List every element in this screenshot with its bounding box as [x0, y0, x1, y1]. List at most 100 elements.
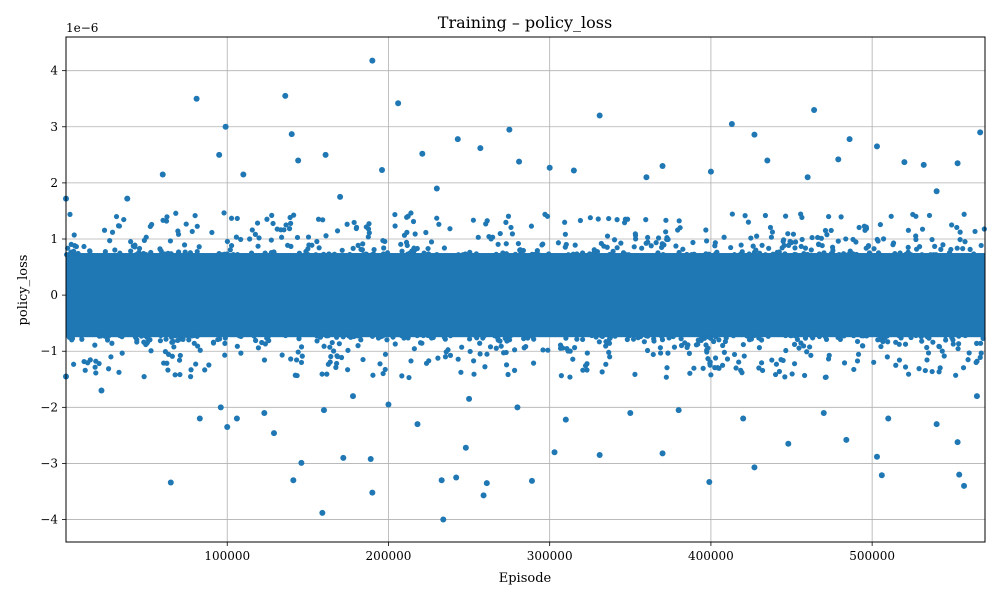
data-point [675, 407, 682, 414]
band-edge-point [753, 247, 759, 253]
band-edge-point [279, 234, 285, 240]
band-edge-point [291, 212, 297, 218]
data-point [270, 430, 277, 437]
band-edge-point [767, 224, 774, 231]
band-edge-point [197, 347, 203, 353]
band-edge-point [222, 352, 228, 358]
band-edge-point [960, 246, 966, 252]
band-edge-point [119, 350, 125, 356]
band-edge-point [723, 335, 729, 341]
band-edge-point [885, 339, 891, 345]
band-edge-point [369, 251, 376, 258]
band-edge-point [503, 241, 509, 247]
band-edge-point [293, 357, 300, 363]
band-edge-point [234, 252, 241, 258]
data-point [901, 159, 908, 166]
band-edge-point [809, 234, 815, 241]
band-edge-point [328, 353, 334, 360]
band-edge-point [783, 347, 789, 354]
band-edge-point [801, 372, 808, 379]
band-edge-point [119, 334, 125, 340]
band-edge-point [238, 236, 244, 243]
band-edge-point [700, 365, 706, 371]
band-edge-point [344, 221, 350, 227]
band-edge-point [398, 332, 405, 339]
band-edge-point [345, 347, 351, 353]
band-edge-point [902, 341, 909, 347]
band-edge-point [294, 372, 300, 379]
band-edge-point [721, 349, 727, 355]
band-edge-point [960, 365, 967, 371]
band-edge-point [972, 228, 978, 235]
x-tick-label: 300000 [527, 549, 573, 563]
band-edge-point [888, 213, 894, 219]
band-edge-point [744, 333, 750, 339]
band-edge-point [957, 236, 963, 243]
band-edge-point [631, 244, 637, 250]
band-edge-point [731, 252, 738, 258]
band-edge-point [877, 221, 883, 228]
data-point [954, 439, 961, 446]
band-edge-point [67, 251, 73, 257]
band-edge-point [347, 251, 353, 258]
data-point [288, 131, 295, 138]
band-edge-point [410, 218, 417, 225]
band-edge-point [808, 352, 814, 358]
band-edge-point [675, 227, 681, 233]
band-edge-point [93, 370, 99, 376]
band-edge-point [270, 220, 276, 227]
band-edge-point [546, 251, 552, 257]
data-point [873, 143, 880, 150]
band-edge-point [919, 252, 925, 258]
band-edge-point [890, 240, 897, 246]
band-edge-point [75, 250, 81, 257]
data-point [349, 393, 356, 400]
band-edge-point [321, 251, 327, 257]
band-edge-point [369, 333, 376, 339]
band-edge-point [759, 242, 765, 248]
band-edge-point [330, 348, 337, 354]
band-edge-point [687, 370, 693, 376]
data-point [920, 161, 927, 168]
band-edge-point [508, 224, 514, 231]
band-edge-point [639, 245, 645, 251]
band-edge-point [924, 344, 930, 351]
band-edge-point [134, 339, 140, 345]
band-edge-point [772, 371, 779, 378]
band-edge-point [181, 242, 188, 248]
data-point [820, 409, 827, 416]
band-edge-point [331, 251, 338, 257]
data-point [453, 474, 460, 481]
band-edge-point [916, 366, 922, 372]
band-edge-point [148, 348, 154, 354]
band-edge-point [731, 351, 738, 358]
data-point [124, 195, 131, 202]
band-edge-point [651, 336, 657, 342]
band-edge-point [799, 214, 805, 221]
band-edge-point [918, 334, 924, 340]
band-edge-point [670, 333, 676, 340]
band-edge-point [251, 333, 257, 339]
band-edge-point [487, 344, 494, 350]
band-edge-point [765, 333, 771, 339]
band-edge-point [189, 228, 195, 235]
band-edge-point [296, 250, 302, 256]
band-edge-point [525, 335, 531, 341]
data-point [740, 415, 747, 422]
band-edge-point [785, 231, 791, 237]
band-edge-point [222, 335, 228, 341]
band-edge-point [425, 332, 431, 339]
band-edge-point [905, 227, 911, 233]
band-edge-point [955, 346, 961, 352]
band-edge-point [574, 336, 580, 342]
band-edge-point [644, 347, 651, 354]
band-edge-point [320, 217, 326, 223]
band-edge-point [252, 231, 258, 237]
band-edge-point [866, 251, 872, 257]
band-edge-point [579, 250, 586, 256]
band-edge-point [288, 220, 294, 226]
band-edge-point [423, 229, 429, 236]
band-edge-point [182, 249, 188, 255]
band-edge-point [706, 334, 712, 340]
band-edge-point [121, 216, 127, 223]
